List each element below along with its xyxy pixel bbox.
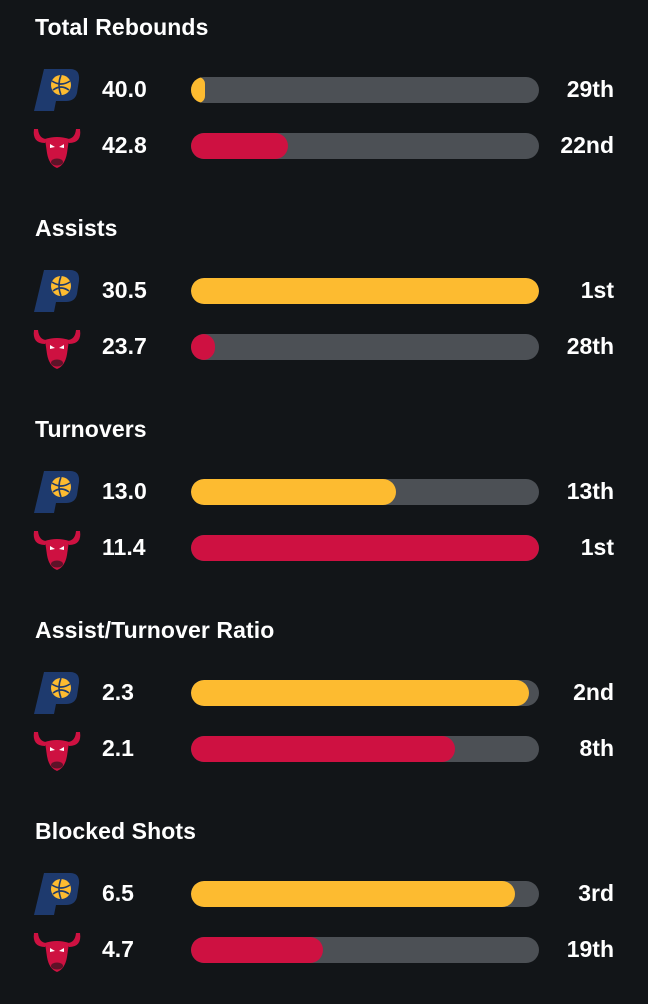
pacers-logo-icon bbox=[30, 467, 84, 517]
pacers-league-rank: 29th bbox=[566, 76, 614, 102]
stat-section-assist-turnover-ratio: Assist/Turnover Ratio 2.3 2nd 2.1 8th bbox=[0, 603, 648, 803]
rank-bar-track bbox=[191, 535, 539, 561]
bulls-stat-row: 2.1 8th bbox=[0, 721, 648, 777]
pacers-stat-row: 30.5 1st bbox=[0, 263, 648, 319]
bulls-logo-icon bbox=[30, 121, 84, 171]
rank-bar-track bbox=[191, 133, 539, 159]
rank-bar-track bbox=[191, 334, 539, 360]
bulls-stat-row: 11.4 1st bbox=[0, 520, 648, 576]
section-title: Turnovers bbox=[35, 416, 147, 442]
section-title: Total Rebounds bbox=[35, 14, 209, 40]
rank-bar-track bbox=[191, 479, 539, 505]
pacers-stat-value: 30.5 bbox=[102, 277, 147, 303]
rank-bar-track bbox=[191, 736, 539, 762]
pacers-logo-icon bbox=[30, 65, 84, 115]
pacers-league-rank: 2nd bbox=[573, 679, 614, 705]
pacers-league-rank: 1st bbox=[580, 277, 614, 303]
bulls-rank-bar-fill bbox=[191, 535, 539, 561]
bulls-logo-icon bbox=[30, 925, 84, 975]
pacers-stat-row: 6.5 3rd bbox=[0, 866, 648, 922]
bulls-logo-icon bbox=[30, 322, 84, 372]
pacers-stat-value: 2.3 bbox=[102, 679, 134, 705]
stat-section-blocked-shots: Blocked Shots 6.5 3rd 4.7 19th bbox=[0, 804, 648, 1004]
rank-bar-track bbox=[191, 680, 539, 706]
bulls-stat-value: 23.7 bbox=[102, 333, 147, 359]
pacers-league-rank: 3rd bbox=[578, 880, 614, 906]
bulls-logo-icon bbox=[30, 523, 84, 573]
pacers-logo-icon bbox=[30, 668, 84, 718]
pacers-rank-bar-fill bbox=[191, 77, 205, 103]
section-title: Blocked Shots bbox=[35, 818, 197, 844]
bulls-league-rank: 22nd bbox=[560, 132, 614, 158]
bulls-stat-row: 4.7 19th bbox=[0, 922, 648, 978]
pacers-logo-icon bbox=[30, 266, 84, 316]
pacers-rank-bar-fill bbox=[191, 881, 515, 907]
bulls-stat-value: 4.7 bbox=[102, 936, 134, 962]
rank-bar-track bbox=[191, 278, 539, 304]
bulls-stat-row: 23.7 28th bbox=[0, 319, 648, 375]
pacers-stat-value: 40.0 bbox=[102, 76, 147, 102]
bulls-stat-value: 11.4 bbox=[102, 534, 146, 560]
pacers-rank-bar-fill bbox=[191, 680, 529, 706]
bulls-logo-icon bbox=[30, 724, 84, 774]
rank-bar-track bbox=[191, 881, 539, 907]
stat-section-total-rebounds: Total Rebounds 40.0 29th 42.8 22nd bbox=[0, 0, 648, 200]
bulls-stat-value: 2.1 bbox=[102, 735, 134, 761]
bulls-league-rank: 28th bbox=[566, 333, 614, 359]
bulls-rank-bar-fill bbox=[191, 736, 456, 762]
bulls-league-rank: 19th bbox=[566, 936, 614, 962]
bulls-league-rank: 1st bbox=[580, 534, 614, 560]
pacers-stat-row: 40.0 29th bbox=[0, 62, 648, 118]
stat-section-turnovers: Turnovers 13.0 13th 11.4 1st bbox=[0, 402, 648, 602]
pacers-stat-row: 13.0 13th bbox=[0, 464, 648, 520]
pacers-logo-icon bbox=[30, 869, 84, 919]
stat-section-assists: Assists 30.5 1st 23.7 28th bbox=[0, 201, 648, 401]
bulls-rank-bar-fill bbox=[191, 334, 216, 360]
pacers-league-rank: 13th bbox=[566, 478, 614, 504]
rank-bar-track bbox=[191, 77, 539, 103]
pacers-rank-bar-fill bbox=[191, 278, 539, 304]
bulls-rank-bar-fill bbox=[191, 133, 289, 159]
pacers-stat-row: 2.3 2nd bbox=[0, 665, 648, 721]
bulls-stat-value: 42.8 bbox=[102, 132, 147, 158]
pacers-rank-bar-fill bbox=[191, 479, 397, 505]
section-title: Assist/Turnover Ratio bbox=[35, 617, 275, 643]
bulls-rank-bar-fill bbox=[191, 937, 324, 963]
section-title: Assists bbox=[35, 215, 118, 241]
pacers-stat-value: 13.0 bbox=[102, 478, 147, 504]
bulls-stat-row: 42.8 22nd bbox=[0, 118, 648, 174]
bulls-league-rank: 8th bbox=[579, 735, 615, 761]
rank-bar-track bbox=[191, 937, 539, 963]
pacers-stat-value: 6.5 bbox=[102, 880, 134, 906]
